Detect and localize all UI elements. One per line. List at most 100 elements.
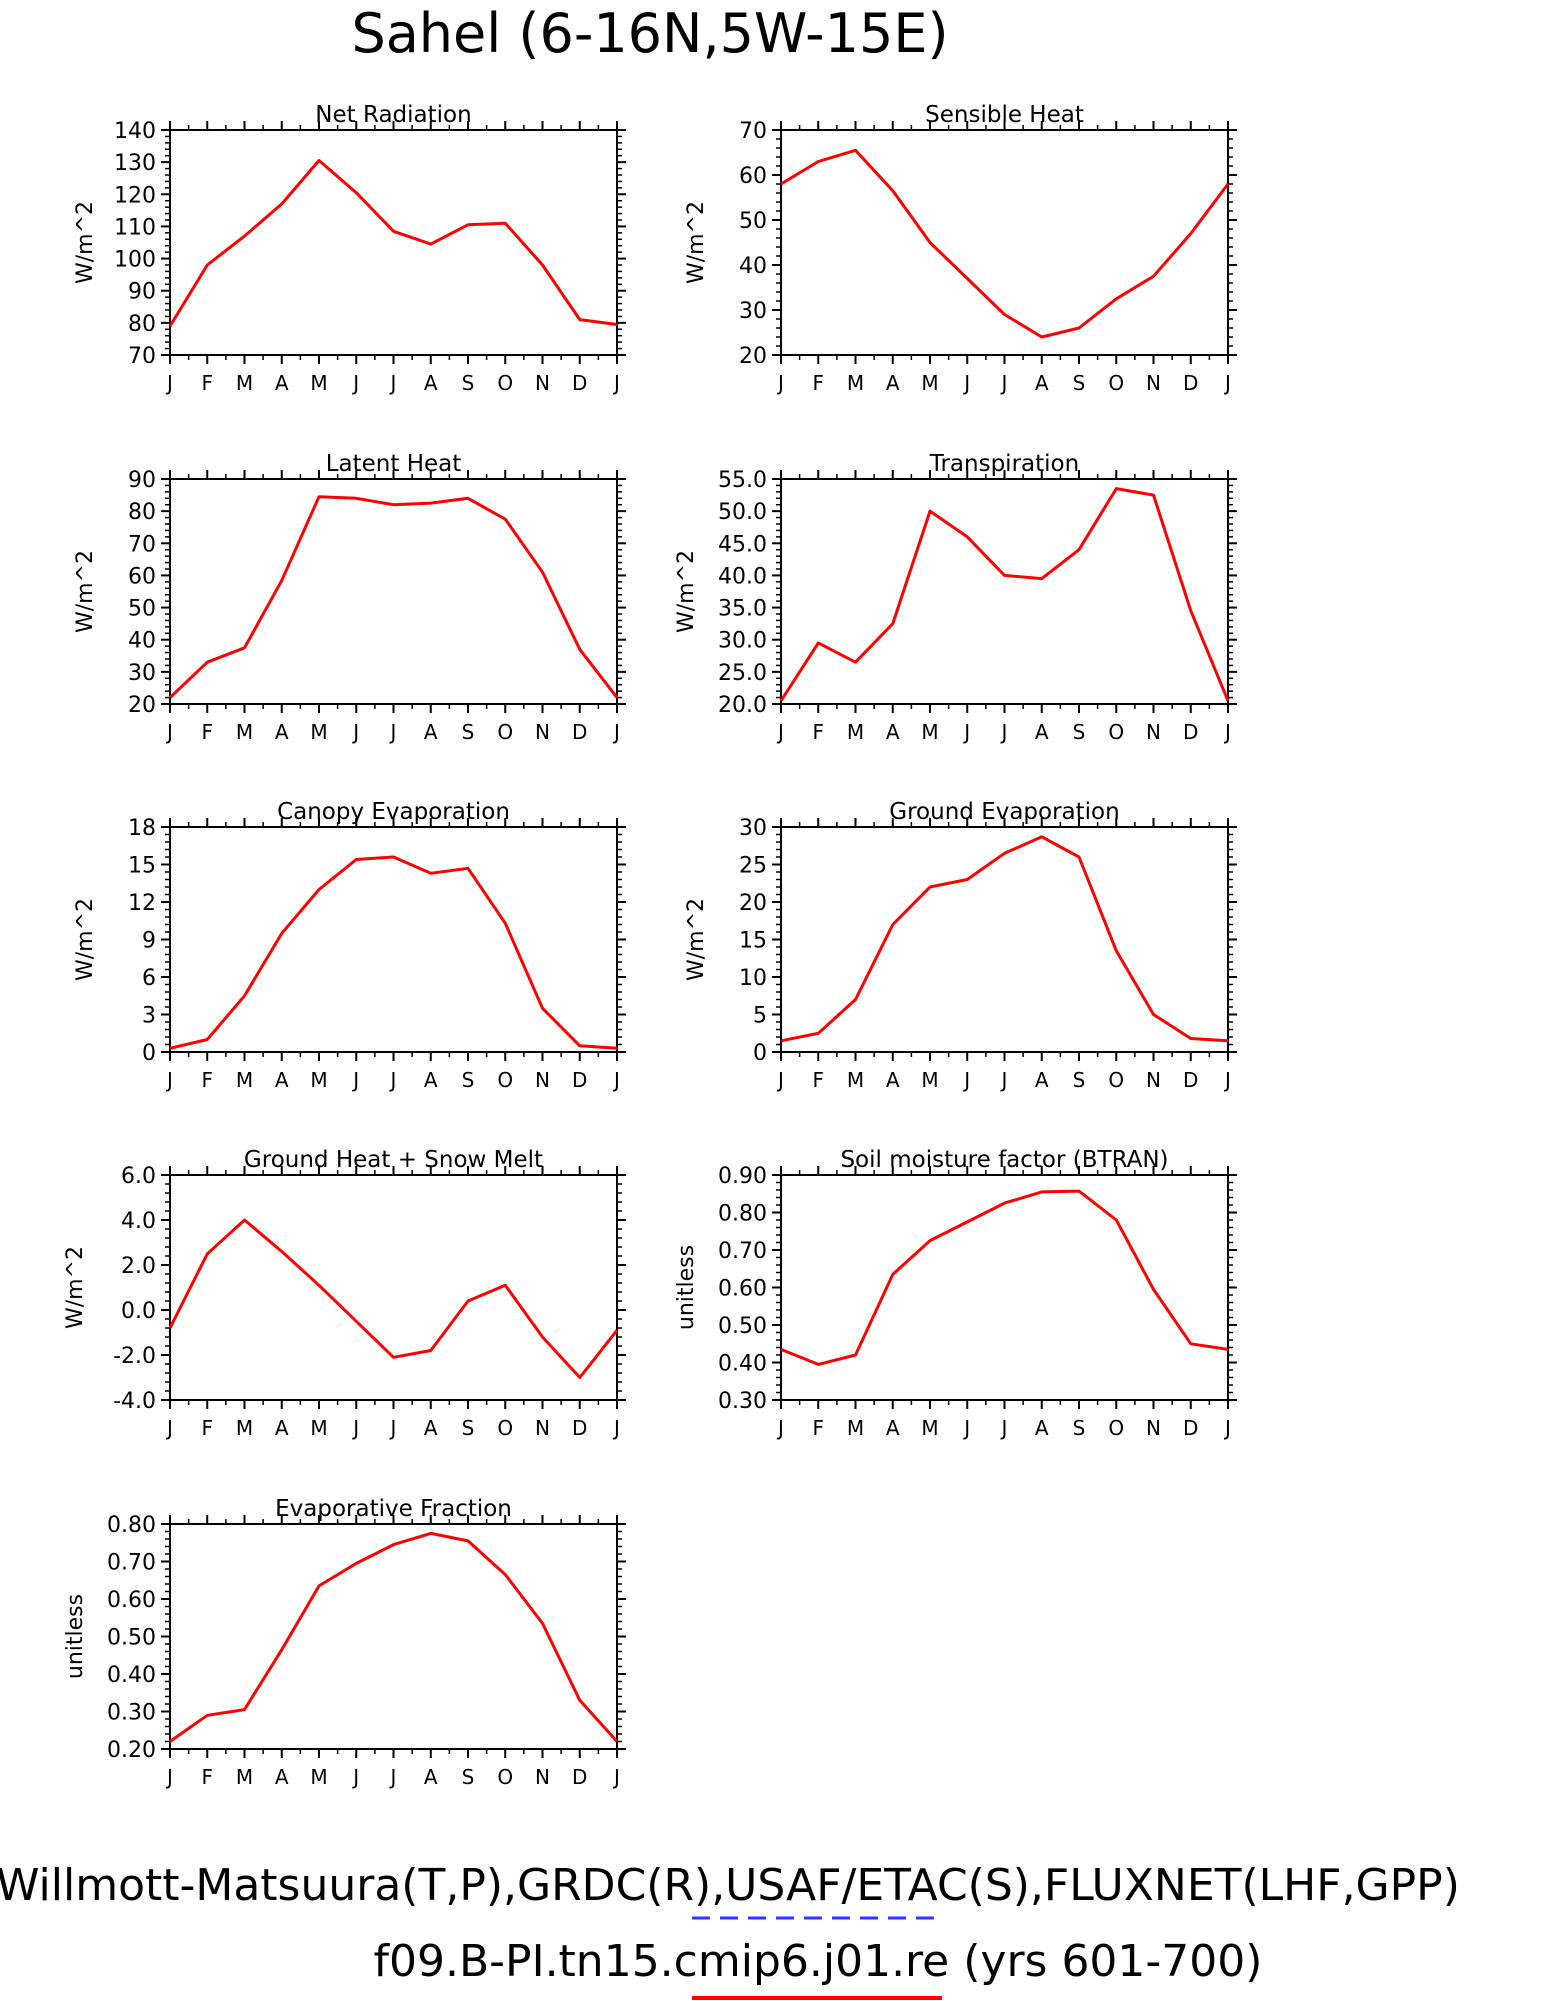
y-tick-label: 4.0 [121, 1209, 156, 1234]
x-tick-label: O [1108, 720, 1124, 744]
x-tick-label: J [351, 1068, 359, 1092]
y-tick-label: 0.70 [107, 1551, 156, 1576]
x-tick-label: J [165, 1416, 173, 1440]
x-tick-label: A [1035, 1068, 1049, 1092]
x-tick-label: J [776, 1068, 784, 1092]
y-tick-label: 110 [114, 215, 156, 240]
y-tick-label: 30 [739, 816, 767, 841]
series-line [780, 835, 1229, 1043]
x-tick-label: A [1035, 371, 1049, 395]
y-tick-label: 50.0 [718, 500, 767, 525]
x-tick-label: M [310, 1068, 327, 1092]
y-tick-label: 20 [739, 344, 767, 369]
y-tick-label: 0.60 [107, 1588, 156, 1613]
y-tick-label: -2.0 [113, 1344, 156, 1369]
y-tick-label: 0.50 [718, 1314, 767, 1339]
x-tick-label: J [165, 720, 173, 744]
y-tick-label: 0.0 [121, 1299, 156, 1324]
series-line [780, 1189, 1229, 1366]
y-tick-label: 10 [739, 966, 767, 991]
y-tick-label: 15 [739, 929, 767, 954]
y-tick-label: 100 [114, 248, 156, 273]
x-tick-label: S [462, 720, 475, 744]
x-tick-label: J [1000, 1068, 1008, 1092]
y-tick-label: 0.70 [718, 1239, 767, 1264]
x-tick-label: A [424, 371, 438, 395]
x-tick-label: F [812, 1416, 824, 1440]
x-tick-label: J [1223, 1068, 1231, 1092]
chart-panel: Soil moisture factor (BTRAN)J F M A M J J A S O N D… [674, 1147, 1237, 1440]
y-axis-label: W/m^2 [684, 201, 709, 284]
y-axis-label: unitless [674, 1245, 699, 1330]
x-tick-label: S [1073, 1416, 1086, 1440]
x-tick-label: O [1108, 1416, 1124, 1440]
series-line [169, 855, 618, 1050]
x-tick-label: M [921, 1416, 938, 1440]
y-tick-label: 40 [128, 629, 156, 654]
footer-datasets: Willmott-Matsuura(T,P),GRDC(R),USAF/ETAC… [0, 1860, 1460, 1911]
x-tick-label: F [812, 720, 824, 744]
y-tick-label: 0 [753, 1041, 767, 1066]
x-tick-label: A [886, 1068, 900, 1092]
plot-frame [780, 1174, 1229, 1401]
x-tick-label: J [351, 1765, 359, 1789]
x-tick-label: M [310, 1416, 327, 1440]
x-tick-label: M [310, 720, 327, 744]
x-tick-label: D [1183, 1068, 1198, 1092]
x-tick-label: J [612, 371, 620, 395]
x-tick-label: M [847, 1068, 864, 1092]
y-tick-label: 70 [128, 344, 156, 369]
y-tick-label: 6 [142, 966, 156, 991]
x-tick-label: J [1223, 371, 1231, 395]
y-tick-label: 90 [128, 468, 156, 493]
y-tick-label: 45.0 [718, 532, 767, 557]
y-tick-label: -4.0 [113, 1389, 156, 1414]
x-tick-label: N [535, 1765, 550, 1789]
plot-frame [169, 478, 618, 705]
x-tick-label: A [275, 1416, 289, 1440]
x-tick-label: F [201, 720, 213, 744]
x-tick-label: M [847, 371, 864, 395]
y-tick-label: 0.20 [107, 1738, 156, 1763]
x-tick-label: O [497, 371, 513, 395]
x-tick-label: M [847, 720, 864, 744]
x-tick-label: A [275, 1765, 289, 1789]
x-tick-label: A [424, 1765, 438, 1789]
x-tick-label: J [165, 371, 173, 395]
y-axis-label: W/m^2 [73, 201, 98, 284]
x-tick-label: M [236, 371, 253, 395]
x-tick-label: D [1183, 1416, 1198, 1440]
x-tick-label: A [886, 1416, 900, 1440]
y-tick-label: 80 [128, 312, 156, 337]
y-tick-label: 30 [128, 661, 156, 686]
x-tick-label: N [535, 1068, 550, 1092]
x-tick-label: D [1183, 720, 1198, 744]
y-tick-label: 0.50 [107, 1626, 156, 1651]
y-tick-label: 15 [128, 854, 156, 879]
x-tick-label: S [462, 1068, 475, 1092]
y-tick-label: 12 [128, 891, 156, 916]
series-line [169, 1531, 619, 1743]
x-tick-label: J [165, 1765, 173, 1789]
x-tick-label: A [275, 720, 289, 744]
y-tick-label: 60 [739, 164, 767, 189]
y-tick-label: 25.0 [718, 661, 767, 686]
series-line [779, 487, 1230, 702]
x-tick-label: F [812, 1068, 824, 1092]
x-tick-label: D [572, 720, 587, 744]
x-tick-label: N [1146, 371, 1161, 395]
x-tick-label: J [389, 1765, 397, 1789]
x-tick-label: D [572, 1416, 587, 1440]
y-tick-label: 18 [128, 816, 156, 841]
plot-frame [780, 129, 1229, 356]
series-line [780, 148, 1230, 339]
x-tick-label: S [462, 1765, 475, 1789]
x-tick-label: S [462, 1416, 475, 1440]
x-tick-label: J [776, 1416, 784, 1440]
